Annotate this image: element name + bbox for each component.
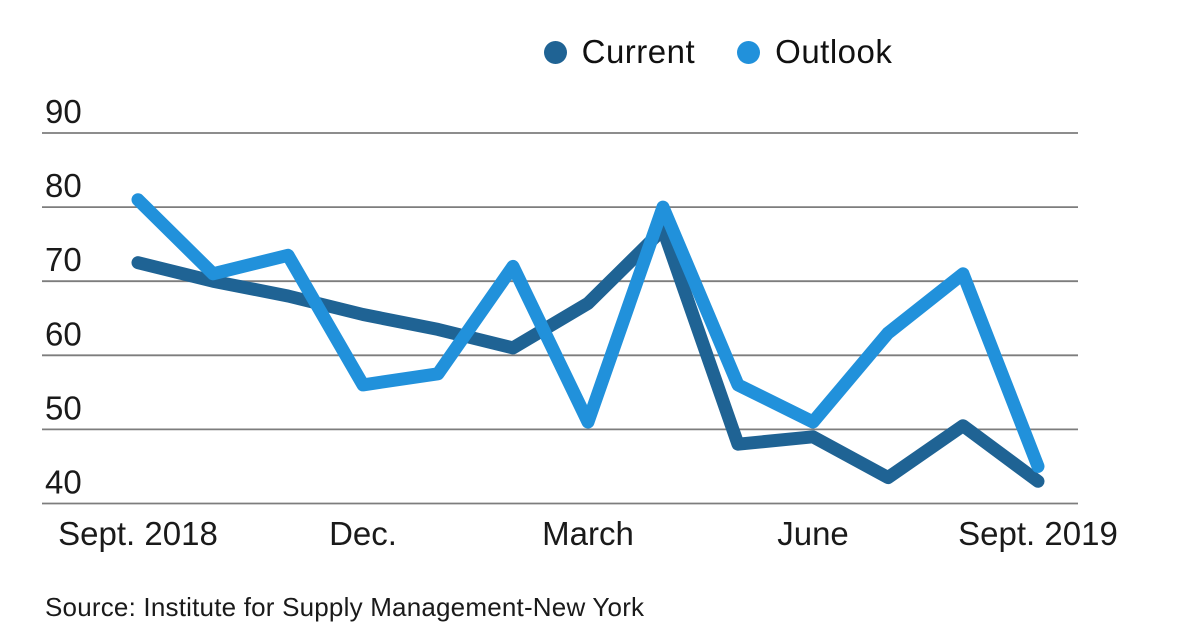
x-tick-label: Sept. 2018 <box>58 515 218 552</box>
x-axis-labels: Sept. 2018 Dec. March June Sept. 2019 <box>58 515 1118 552</box>
current-legend-dot-icon <box>543 40 567 64</box>
y-tick-label-60: 60 <box>45 315 82 352</box>
x-tick-label: March <box>542 515 634 552</box>
series-lines <box>131 193 1045 488</box>
y-axis-labels: 40 50 60 70 80 90 <box>45 93 82 501</box>
y-tick-label-80: 80 <box>45 167 82 204</box>
x-tick-label: June <box>777 515 849 552</box>
legend-item-current: Current <box>543 33 696 71</box>
y-tick-label-70: 70 <box>45 241 82 278</box>
outlook-legend-dot-icon <box>737 40 761 64</box>
source-text: Source: Institute for Supply Management-… <box>45 592 645 622</box>
y-tick-label-50: 50 <box>45 389 82 426</box>
chart-legend: Current Outlook <box>118 33 1200 71</box>
outlook-line <box>131 193 1045 473</box>
current-line <box>131 222 1045 488</box>
y-tick-label-40: 40 <box>45 464 82 501</box>
y-tick-label-90: 90 <box>45 93 82 130</box>
legend-item-outlook: Outlook <box>737 33 892 71</box>
x-tick-label: Dec. <box>329 515 397 552</box>
x-tick-label: Sept. 2019 <box>958 515 1118 552</box>
legend-label-current: Current <box>581 33 696 70</box>
legend-label-outlook: Outlook <box>775 33 893 70</box>
